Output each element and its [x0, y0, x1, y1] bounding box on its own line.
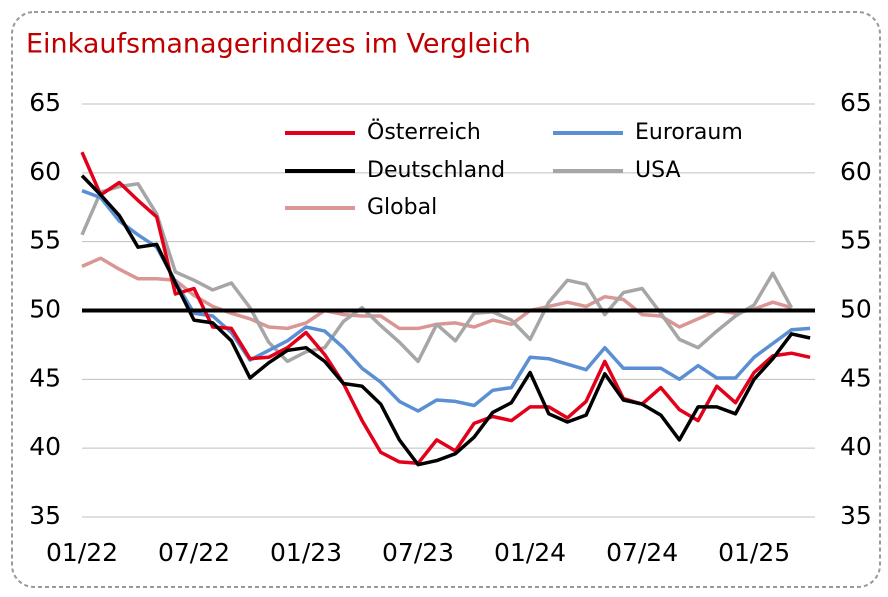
x-tick-label: 07/24 — [606, 538, 678, 567]
y-tick-label: 35 — [29, 501, 61, 530]
x-tick-label: 01/25 — [718, 538, 790, 567]
series-line — [81, 189, 811, 413]
y2-tick-label: 50 — [840, 295, 872, 324]
y2-tick-label: 40 — [840, 432, 872, 461]
x-tick-label: 07/22 — [158, 538, 230, 567]
y2-tick-label: 60 — [840, 157, 872, 186]
series-line — [81, 256, 792, 331]
y-tick-label: 50 — [29, 295, 61, 324]
series-line — [80, 182, 794, 364]
y2-tick-label: 35 — [840, 501, 872, 530]
y-tick-label: 45 — [29, 363, 61, 392]
x-tick-label: 01/22 — [46, 538, 118, 567]
y-tick-label: 40 — [29, 432, 61, 461]
legend-label: Österreich — [367, 119, 481, 145]
series-line — [80, 174, 811, 467]
x-tick-label: 07/23 — [382, 538, 454, 567]
legend-label: USA — [635, 158, 681, 183]
x-tick-label: 01/24 — [494, 538, 566, 567]
frame — [11, 11, 881, 588]
legend-label: Deutschland — [367, 158, 505, 183]
y2-tick-label: 55 — [840, 226, 872, 255]
x-tick-label: 01/23 — [270, 538, 342, 567]
y-tick-label: 60 — [29, 157, 61, 186]
series-line — [80, 151, 811, 466]
legend-label: Global — [367, 195, 437, 220]
legend-label: Euroraum — [635, 120, 743, 145]
y-tick-label: 55 — [29, 226, 61, 255]
y2-tick-label: 65 — [840, 88, 872, 117]
chart-title: Einkaufsmanagerindizes im Vergleich — [26, 29, 531, 60]
y-tick-label: 65 — [29, 88, 61, 117]
y2-tick-label: 45 — [840, 363, 872, 392]
